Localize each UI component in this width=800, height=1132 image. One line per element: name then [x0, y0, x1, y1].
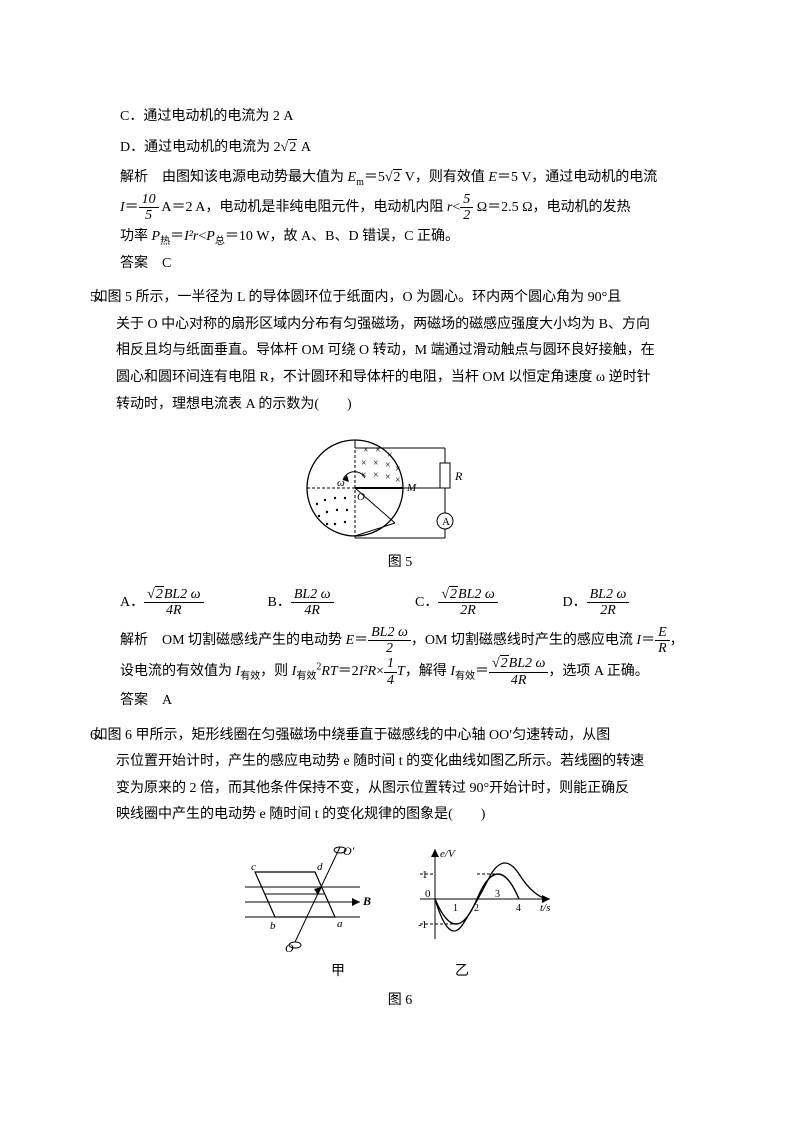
- q4-option-c: C．通过电动机的电流为 2 A: [120, 104, 710, 131]
- svg-text:a: a: [337, 918, 343, 930]
- q5-explanation: 解析 OM 切割磁感线产生的电动势 E＝BL2 ω2，OM 切割磁感线时产生的感…: [120, 625, 710, 657]
- panel-right-label: 乙: [455, 959, 469, 986]
- fig6-caption: 图 6: [90, 988, 710, 1015]
- svg-text:×: ×: [395, 464, 401, 475]
- figure-5: ××× ×××× ×××× ω O M: [90, 428, 710, 577]
- svg-text:×: ×: [395, 475, 401, 486]
- q4-answer: 答案 C: [120, 251, 710, 278]
- svg-text:1: 1: [422, 869, 428, 881]
- svg-text:ω: ω: [337, 477, 345, 489]
- svg-text:b: b: [270, 920, 276, 932]
- sqrt-icon: 2: [281, 135, 298, 162]
- fig5-caption: 图 5: [90, 550, 710, 577]
- q5-opt-c: C．2BL2 ω2R: [415, 587, 563, 619]
- q5-options: A．2BL2 ω4R B．BL2 ω4R C．2BL2 ω2R D．BL2 ω2…: [120, 587, 710, 619]
- q5-answer: 答案 A: [120, 688, 710, 715]
- fraction: 52: [460, 192, 473, 224]
- q5-opt-d: D．BL2 ω2R: [563, 587, 711, 619]
- svg-text:3: 3: [495, 889, 500, 900]
- fraction: 105: [139, 192, 159, 224]
- q5-explanation-2: 设电流的有效值为 I有效，则 I有效2RT＝2I²R×14T，解得 I有效＝2B…: [120, 656, 710, 688]
- svg-text:B: B: [362, 894, 371, 908]
- q4-d-suffix: A: [297, 140, 311, 155]
- svg-text:×: ×: [385, 472, 391, 483]
- svg-text:×: ×: [363, 445, 369, 456]
- svg-text:2: 2: [474, 903, 479, 914]
- svg-text:O′: O′: [343, 844, 355, 858]
- q4-option-d: D．通过电动机的电流为 22 A: [120, 135, 710, 162]
- svg-text:4: 4: [516, 903, 521, 914]
- svg-text:×: ×: [361, 458, 367, 469]
- figure-6: O′ O c d b a B e/V t/s: [90, 839, 710, 1014]
- svg-text:A: A: [442, 516, 450, 528]
- svg-text:e/V: e/V: [440, 848, 456, 860]
- svg-text:t/s: t/s: [540, 902, 550, 914]
- svg-text:×: ×: [375, 445, 381, 456]
- jx-label: 解析: [120, 170, 148, 185]
- svg-text:O: O: [357, 491, 365, 503]
- q5-opt-a: A．2BL2 ω4R: [120, 587, 268, 619]
- svg-text:-1: -1: [418, 919, 427, 931]
- svg-text:×: ×: [373, 470, 379, 481]
- q5-opt-b: B．BL2 ω4R: [268, 587, 416, 619]
- q5-stem: 5． 如图 5 所示，一半径为 L 的导体圆环位于纸面内，O 为圆心。环内两个圆…: [116, 285, 710, 418]
- svg-text:R: R: [454, 469, 463, 483]
- svg-text:c: c: [251, 861, 256, 873]
- svg-text:1: 1: [453, 903, 458, 914]
- svg-text:0: 0: [425, 888, 431, 900]
- svg-text:O: O: [285, 941, 294, 955]
- svg-text:×: ×: [385, 460, 391, 471]
- svg-text:×: ×: [373, 458, 379, 469]
- sqrt-icon: 2: [385, 165, 402, 192]
- q4-explanation-3: 功率 P热＝I²r<P总＝10 W，故 A、B、D 错误，C 正确。: [120, 224, 710, 251]
- q4-explanation: 解析 由图知该电源电动势最大值为 Em＝52 V，则有效值 E＝5 V，通过电动…: [120, 165, 710, 192]
- q6-stem: 6． 如图 6 甲所示，矩形线圈在匀强磁场中绕垂直于磁感线的中心轴 OO′匀速转…: [116, 723, 710, 829]
- q4-explanation-2: I＝105 A＝2 A，电动机是非纯电阻元件，电动机内阻 r<52 Ω＝2.5 …: [120, 192, 710, 224]
- q4-d-prefix: D．通过电动机的电流为 2: [120, 140, 281, 155]
- svg-text:d: d: [317, 861, 323, 873]
- panel-left-label: 甲: [331, 959, 345, 986]
